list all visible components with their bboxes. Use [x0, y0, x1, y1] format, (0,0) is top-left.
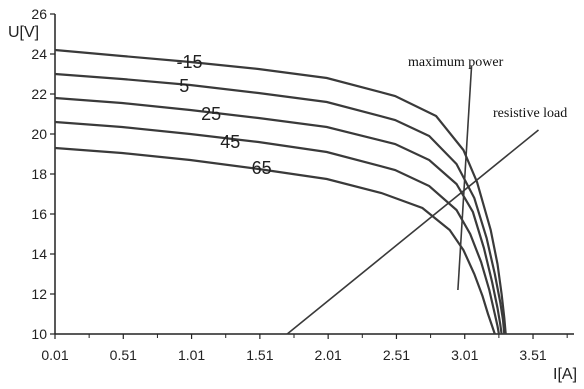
x-tick-label: 3.01: [451, 347, 478, 363]
maximum-power-line: [457, 65, 473, 291]
y-tick-label: 14: [31, 246, 47, 262]
x-tick-label: 1.01: [178, 347, 205, 363]
series-label: 25: [201, 104, 221, 124]
series-line: [54, 146, 496, 335]
y-tick-label: 22: [31, 86, 47, 102]
y-tick-label: 20: [31, 126, 47, 142]
series-label: 45: [220, 132, 240, 152]
series-line: [54, 120, 500, 335]
resistive-load-label: resistive load: [493, 106, 567, 121]
x-tick-label: 2.51: [383, 347, 410, 363]
series-line: [54, 48, 507, 335]
x-tick-label: 0.01: [41, 347, 68, 363]
annotations: maximum power resistive load: [286, 55, 567, 335]
x-tick-label: 1.51: [246, 347, 273, 363]
y-tick-label: 16: [31, 206, 47, 222]
series-label: -15: [177, 52, 203, 72]
axes: 10 12 14 16 18 20 22 24 26 0.01 0.51 1.01 1.51 2.01 2.…: [31, 6, 574, 363]
series-label: 65: [252, 158, 272, 178]
series-curves: -15 5 25 45 65: [54, 48, 507, 335]
series-label: 5: [179, 76, 189, 96]
resistive-load-line: [286, 129, 539, 335]
y-tick-label: 26: [31, 6, 47, 22]
x-tick-label: 0.51: [110, 347, 137, 363]
maximum-power-label: maximum power: [408, 55, 504, 70]
y-tick-label: 10: [31, 326, 47, 342]
y-tick-label: 12: [31, 286, 47, 302]
series-line: [54, 96, 503, 335]
y-axis-title: U[V]: [8, 24, 39, 41]
x-axis-title: I[A]: [553, 366, 577, 383]
series-line: [54, 72, 506, 335]
y-tick-label: 24: [31, 46, 47, 62]
x-tick-label: 3.51: [519, 347, 546, 363]
y-tick-label: 18: [31, 166, 47, 182]
x-tick-label: 2.01: [315, 347, 342, 363]
